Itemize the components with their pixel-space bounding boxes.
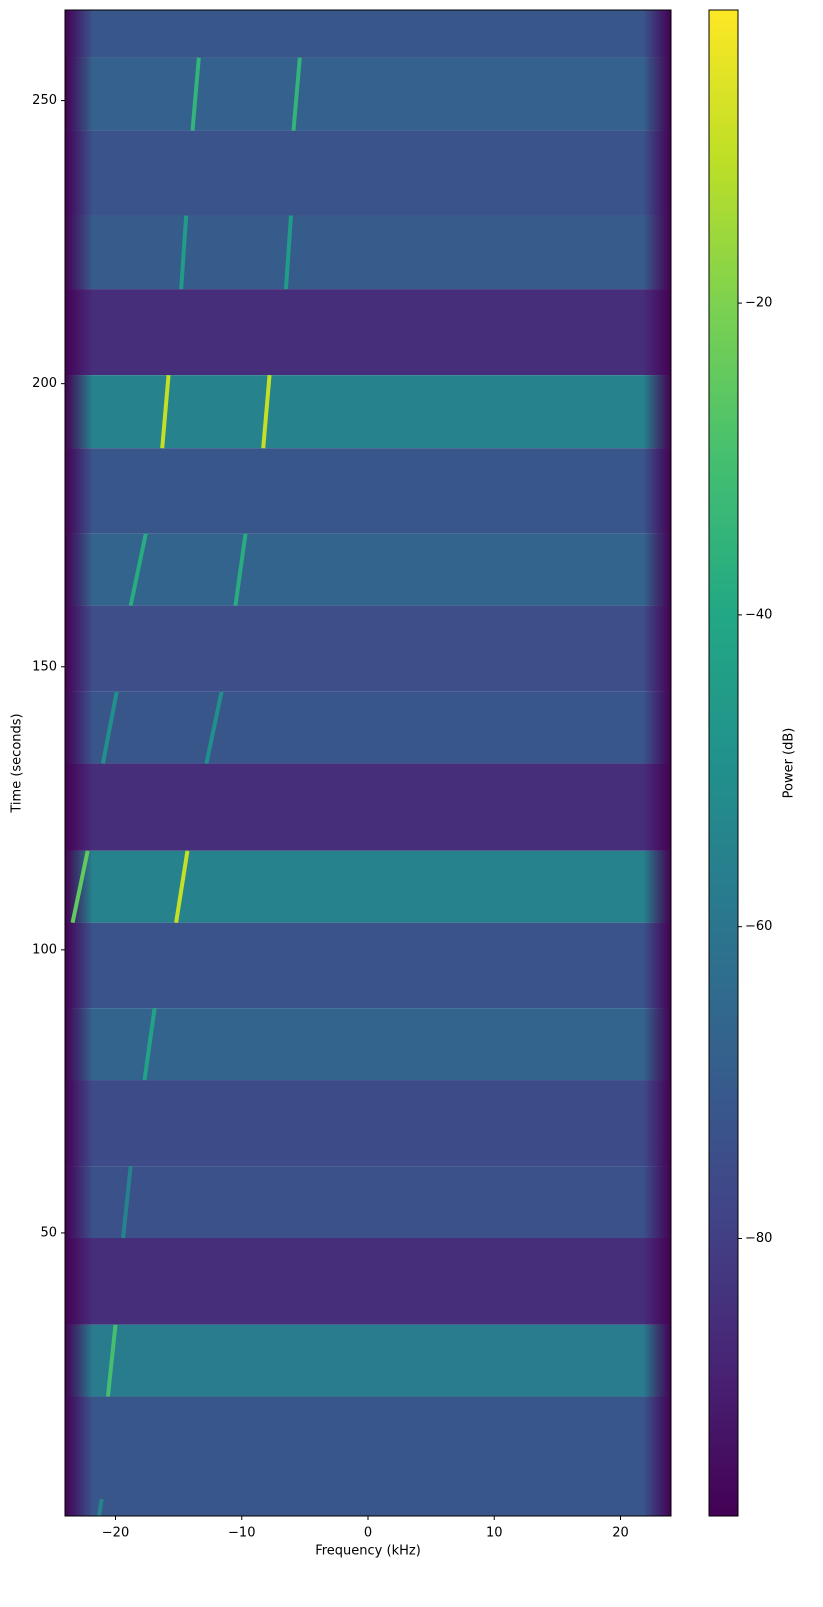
spectrogram-band — [65, 289, 671, 376]
colorbar-tick-label: −80 — [745, 1231, 772, 1246]
edge-rolloff — [643, 10, 671, 1516]
chirp-line — [70, 850, 90, 924]
chirp-line — [97, 1498, 104, 1517]
spectrogram-band — [65, 1324, 671, 1397]
chirp-line — [174, 850, 190, 923]
spectrogram-band — [65, 850, 671, 923]
spectrogram-band — [65, 922, 671, 1009]
spectrogram-band — [65, 215, 671, 290]
chirp-line — [204, 691, 224, 764]
spectrogram-band — [65, 1396, 671, 1516]
spectrogram-band — [65, 763, 671, 851]
chirp-line — [190, 57, 201, 131]
spectrogram-band — [65, 1238, 671, 1325]
spectrogram-band — [65, 57, 671, 131]
x-tick-label: 20 — [612, 1526, 629, 1541]
chirp-line — [142, 1007, 157, 1081]
x-tick-label: 0 — [364, 1526, 372, 1541]
colorbar-tick-label: −20 — [745, 296, 772, 311]
y-axis-label: Time (seconds) — [10, 713, 25, 813]
edge-rolloff — [65, 10, 93, 1516]
spectrogram-band — [65, 533, 671, 606]
chirp-line — [160, 375, 171, 449]
x-tick-label: −10 — [228, 1526, 255, 1541]
spectrogram-band — [65, 1166, 671, 1239]
x-tick-label: −20 — [102, 1526, 129, 1541]
spectrogram-band — [65, 10, 671, 58]
spectrogram-band — [65, 448, 671, 534]
colorbar-label: Power (dB) — [782, 728, 797, 799]
spectrogram-band — [65, 691, 671, 764]
spectrogram-band — [65, 1080, 671, 1167]
x-axis-label: Frequency (kHz) — [315, 1544, 421, 1559]
chirp-line — [121, 1165, 133, 1239]
chirp-line — [291, 57, 302, 131]
colorbar-tick-label: −60 — [745, 919, 772, 934]
chirp-line — [179, 215, 189, 290]
y-tick-label: 100 — [32, 942, 57, 957]
spectrogram-band — [65, 605, 671, 692]
y-tick-label: 50 — [40, 1225, 57, 1240]
chirp-line — [105, 1324, 118, 1397]
chirp-line — [100, 691, 119, 764]
y-tick-label: 200 — [32, 376, 57, 391]
colorbar-tick-label: −40 — [745, 607, 772, 622]
spectrogram-band — [65, 1008, 671, 1081]
y-tick-label: 150 — [32, 659, 57, 674]
y-tick-label: 250 — [32, 93, 57, 108]
chirp-line — [233, 533, 248, 606]
plot-area — [65, 10, 671, 1517]
chirp-line — [283, 215, 293, 290]
spectrogram-band — [65, 130, 671, 216]
x-tick-label: 10 — [486, 1526, 503, 1541]
colorbar — [708, 9, 739, 1517]
spectrogram-band — [65, 375, 671, 449]
chirp-line — [128, 533, 148, 607]
chirp-line — [261, 375, 272, 449]
